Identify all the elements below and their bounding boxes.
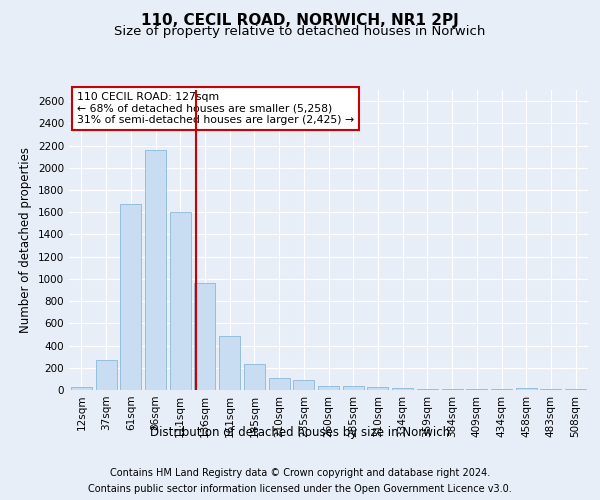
Bar	[367, 387, 388, 390]
Bar	[343, 386, 364, 390]
Text: Contains public sector information licensed under the Open Government Licence v3: Contains public sector information licen…	[88, 484, 512, 494]
Bar	[71, 387, 92, 390]
Bar	[392, 388, 413, 390]
Bar	[170, 212, 191, 390]
Text: 110, CECIL ROAD, NORWICH, NR1 2PJ: 110, CECIL ROAD, NORWICH, NR1 2PJ	[141, 12, 459, 28]
Text: 110 CECIL ROAD: 127sqm
← 68% of detached houses are smaller (5,258)
31% of semi-: 110 CECIL ROAD: 127sqm ← 68% of detached…	[77, 92, 354, 124]
Bar	[516, 388, 537, 390]
Bar	[219, 336, 240, 390]
Bar	[293, 380, 314, 390]
Bar	[417, 389, 438, 390]
Bar	[95, 360, 116, 390]
Text: Contains HM Land Registry data © Crown copyright and database right 2024.: Contains HM Land Registry data © Crown c…	[110, 468, 490, 477]
Bar	[194, 284, 215, 390]
Bar	[318, 386, 339, 390]
Bar	[120, 204, 141, 390]
Text: Size of property relative to detached houses in Norwich: Size of property relative to detached ho…	[115, 25, 485, 38]
Y-axis label: Number of detached properties: Number of detached properties	[19, 147, 32, 333]
Bar	[442, 389, 463, 390]
Bar	[269, 378, 290, 390]
Text: Distribution of detached houses by size in Norwich: Distribution of detached houses by size …	[150, 426, 450, 439]
Bar	[244, 364, 265, 390]
Bar	[145, 150, 166, 390]
